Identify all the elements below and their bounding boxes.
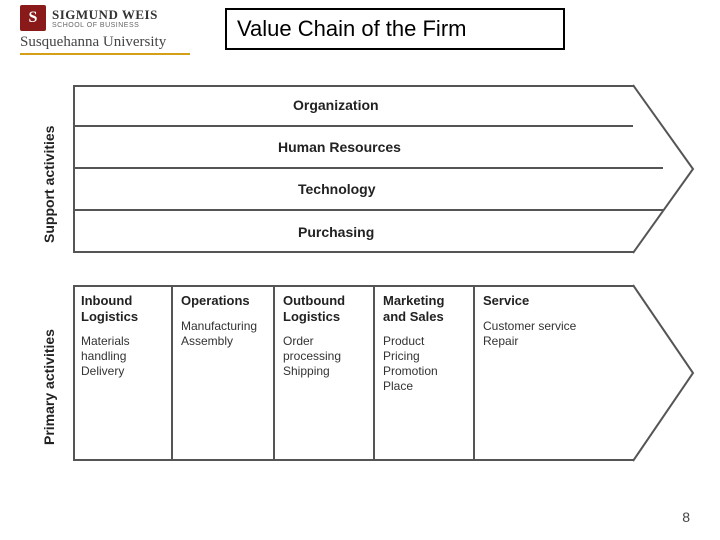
logo-university: Susquehanna University [20,34,200,51]
support-row-label: Organization [293,97,379,113]
primary-arrowhead [631,284,701,462]
logo-school-name: SIGMUND WEIS [52,7,158,23]
logo: S SIGMUND WEIS SCHOOL OF BUSINESS Susque… [20,5,200,55]
primary-col-outbound: OutboundLogistics OrderprocessingShippin… [275,285,375,461]
primary-col-inbound: InboundLogistics MaterialshandlingDelive… [73,285,173,461]
primary-col-head: Marketingand Sales [383,293,467,324]
support-row-label: Technology [298,181,376,197]
slide-title: Value Chain of the Firm [225,8,565,50]
primary-col-head: Operations [181,293,267,309]
primary-activities-block: InboundLogistics MaterialshandlingDelive… [73,285,633,465]
primary-col-body: ProductPricingPromotionPlace [383,334,467,394]
primary-col-head: OutboundLogistics [283,293,367,324]
page-number: 8 [682,509,690,525]
primary-col-head: Service [483,293,627,309]
primary-col-body: MaterialshandlingDelivery [81,334,165,379]
primary-col-service: Service Customer serviceRepair [475,285,633,461]
logo-school-sub: SCHOOL OF BUSINESS [52,22,158,29]
slide: S SIGMUND WEIS SCHOOL OF BUSINESS Susque… [0,0,720,540]
primary-col-body: OrderprocessingShipping [283,334,367,379]
primary-col-body: Customer serviceRepair [483,319,627,349]
primary-activities-label: Primary activities [41,329,57,445]
support-activities-label: Support activities [41,126,57,243]
support-row-label: Human Resources [278,139,401,155]
support-row-label: Purchasing [298,224,374,240]
primary-col-operations: Operations ManufacturingAssembly [173,285,275,461]
primary-col-marketing: Marketingand Sales ProductPricingPromoti… [375,285,475,461]
logo-underline [20,53,190,55]
logo-text-stack: SIGMUND WEIS SCHOOL OF BUSINESS [52,7,158,29]
primary-col-body: ManufacturingAssembly [181,319,267,349]
support-row-technology: Technology [73,169,663,211]
support-activities-block: Organization Human Resources Technology … [73,85,633,255]
support-row-hr: Human Resources [73,127,663,169]
support-row-organization: Organization [73,85,633,127]
logo-top-row: S SIGMUND WEIS SCHOOL OF BUSINESS [20,5,200,31]
logo-initial-badge: S [20,5,46,31]
primary-col-head: InboundLogistics [81,293,165,324]
support-row-purchasing: Purchasing [73,211,633,253]
